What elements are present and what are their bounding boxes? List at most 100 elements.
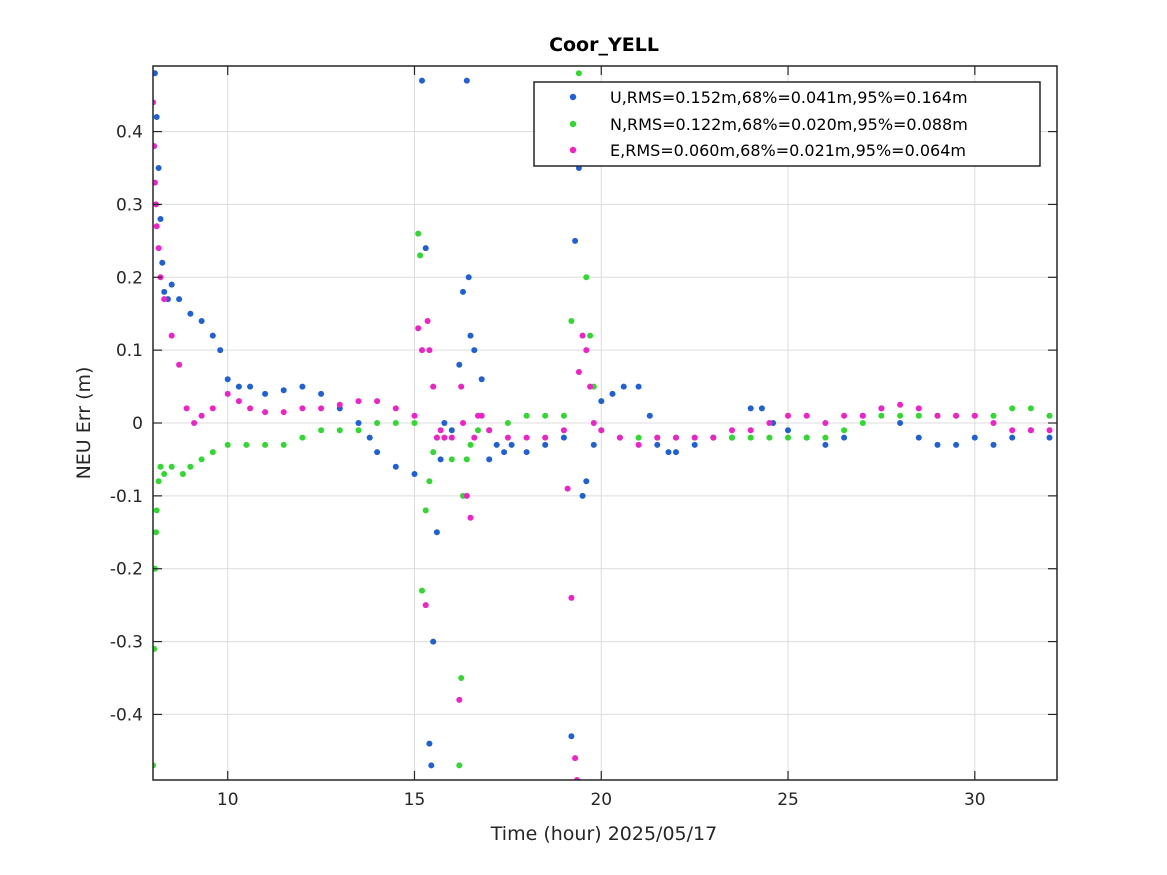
chart-title: Coor_YELL: [549, 34, 659, 56]
data-point: [217, 347, 224, 354]
data-point: [299, 405, 306, 412]
data-point: [654, 434, 661, 441]
data-point: [583, 274, 590, 281]
data-point: [609, 390, 616, 397]
data-point: [747, 434, 754, 441]
data-point: [299, 434, 306, 441]
data-point: [318, 427, 325, 434]
data-point: [299, 383, 306, 390]
legend-marker-u: [569, 93, 577, 101]
data-point: [318, 390, 325, 397]
x-tick-label: 25: [777, 790, 799, 810]
data-point: [161, 288, 168, 295]
data-point: [478, 412, 485, 419]
data-point: [620, 383, 627, 390]
data-point: [392, 463, 399, 470]
data-point: [583, 347, 590, 354]
data-point: [209, 405, 216, 412]
x-tick-label: 30: [964, 790, 986, 810]
data-point: [419, 347, 425, 354]
data-point: [897, 420, 904, 426]
data-point: [411, 412, 418, 419]
data-point: [691, 434, 698, 441]
data-point: [523, 412, 530, 419]
data-point: [187, 310, 194, 317]
data-point: [153, 114, 160, 120]
data-point: [572, 755, 579, 762]
data-point: [859, 420, 866, 426]
legend-label-n: N,RMS=0.122m,68%=0.020m,95%=0.088m: [610, 115, 968, 134]
data-point: [953, 412, 960, 419]
data-point: [262, 441, 269, 448]
data-point: [417, 252, 424, 259]
data-point: [990, 412, 997, 419]
data-point: [508, 441, 515, 448]
data-point: [355, 398, 362, 405]
data-point: [467, 514, 474, 521]
axis-ticks: 10 15 20 25 30 -0.4 -0.3 -0.2 -0.1 0 0.1 0.2 0.3 0.4: [110, 66, 1057, 810]
data-point: [198, 456, 205, 463]
data-point: [419, 77, 425, 84]
data-point: [262, 390, 269, 397]
data-point: [542, 412, 549, 419]
data-point: [426, 347, 433, 354]
data-point: [430, 638, 437, 645]
data-point: [161, 296, 168, 303]
data-point: [411, 471, 418, 477]
data-point: [430, 383, 437, 390]
data-point: [336, 427, 343, 434]
data-point: [280, 441, 287, 448]
data-point: [523, 449, 530, 456]
data-point: [318, 405, 325, 412]
data-point: [587, 332, 594, 339]
data-point: [463, 456, 470, 463]
series-2: [153, 99, 1053, 780]
data-point: [209, 332, 216, 339]
data-point: [635, 383, 642, 390]
data-point: [915, 412, 922, 419]
data-point: [564, 485, 571, 492]
data-point: [441, 420, 448, 426]
data-point: [859, 412, 866, 419]
data-point: [646, 412, 653, 419]
data-point: [486, 456, 493, 463]
data-point: [153, 507, 160, 514]
x-tick-label: 10: [217, 790, 239, 810]
data-point: [934, 441, 941, 448]
data-point: [424, 318, 431, 324]
data-point: [803, 434, 810, 441]
data-point: [575, 70, 582, 77]
legend-label-u: U,RMS=0.152m,68%=0.041m,95%=0.164m: [610, 88, 968, 107]
data-point: [235, 398, 242, 405]
data-point: [1027, 405, 1034, 412]
data-point: [897, 401, 904, 408]
data-point: [179, 471, 186, 477]
data-point: [990, 420, 997, 426]
data-point: [458, 383, 465, 390]
data-point: [785, 434, 791, 441]
data-point: [635, 434, 642, 441]
data-point: [155, 478, 162, 485]
data-point: [460, 420, 466, 426]
data-point: [168, 463, 175, 470]
data-point: [243, 441, 250, 448]
data-point: [280, 387, 287, 394]
data-point: [463, 77, 470, 84]
data-point: [448, 456, 455, 463]
data-point: [568, 318, 575, 324]
data-point: [448, 427, 455, 434]
data-point: [392, 420, 399, 426]
legend-label-e: E,RMS=0.060m,68%=0.021m,95%=0.064m: [610, 141, 966, 160]
data-point: [691, 441, 698, 448]
data-point: [280, 409, 287, 416]
y-tick-label: -0.4: [110, 705, 143, 725]
legend-marker-e: [569, 146, 577, 154]
data-point: [224, 390, 231, 397]
data-point: [374, 449, 381, 456]
data-point: [355, 427, 362, 434]
data-point: [665, 449, 672, 456]
data-point: [1046, 434, 1053, 441]
data-point: [568, 733, 575, 740]
data-point: [822, 420, 829, 426]
